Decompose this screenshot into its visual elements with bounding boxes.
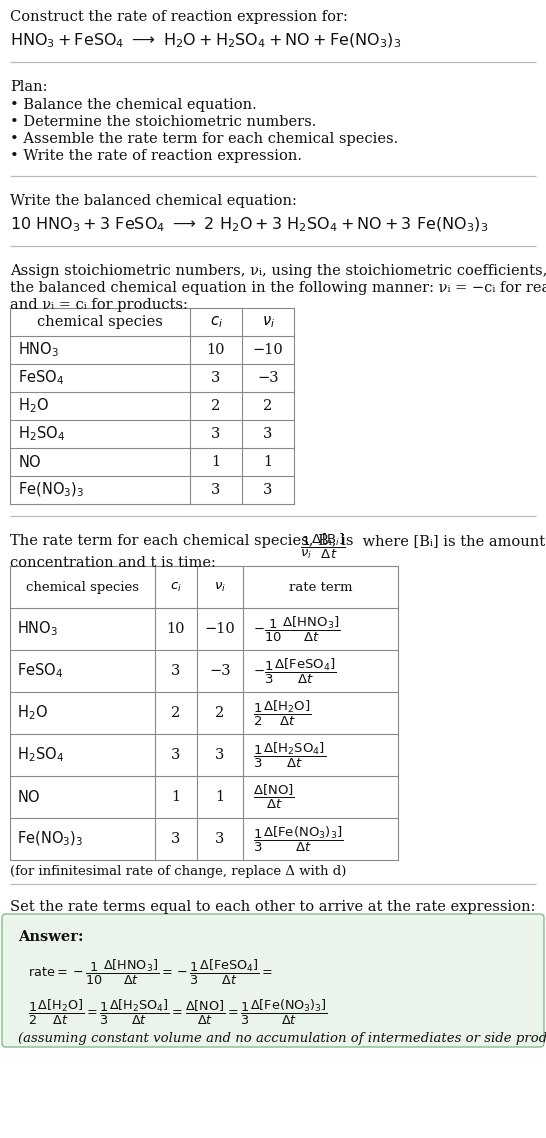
Text: $\mathrm{H_2SO_4}$: $\mathrm{H_2SO_4}$ xyxy=(17,745,64,765)
Text: $\mathrm{HNO_3 + FeSO_4\ \longrightarrow\ H_2O + H_2SO_4 + NO + Fe(NO_3)_3}$: $\mathrm{HNO_3 + FeSO_4\ \longrightarrow… xyxy=(10,32,401,50)
Text: $\dfrac{1}{2}\dfrac{\Delta[\mathrm{H_2O}]}{\Delta t}$: $\dfrac{1}{2}\dfrac{\Delta[\mathrm{H_2O}… xyxy=(253,699,311,727)
Text: −3: −3 xyxy=(209,663,231,678)
Text: $\mathrm{FeSO_4}$: $\mathrm{FeSO_4}$ xyxy=(17,661,63,681)
Text: • Balance the chemical equation.: • Balance the chemical equation. xyxy=(10,98,257,112)
Text: The rate term for each chemical species, Bᵢ, is: The rate term for each chemical species,… xyxy=(10,534,358,549)
Text: $\mathrm{10\ HNO_3 + 3\ FeSO_4\ \longrightarrow\ 2\ H_2O + 3\ H_2SO_4 + NO + 3\ : $\mathrm{10\ HNO_3 + 3\ FeSO_4\ \longrig… xyxy=(10,216,488,234)
Text: (for infinitesimal rate of change, replace Δ with d): (for infinitesimal rate of change, repla… xyxy=(10,865,346,879)
Text: 2: 2 xyxy=(215,706,224,720)
Text: rate term: rate term xyxy=(289,580,352,594)
Text: (assuming constant volume and no accumulation of intermediates or side products): (assuming constant volume and no accumul… xyxy=(18,1032,546,1045)
Text: chemical species: chemical species xyxy=(26,580,139,594)
Text: $\mathrm{HNO_3}$: $\mathrm{HNO_3}$ xyxy=(17,620,58,638)
Text: $\mathrm{H_2SO_4}$: $\mathrm{H_2SO_4}$ xyxy=(18,424,65,444)
Text: 3: 3 xyxy=(211,371,221,385)
Text: 1: 1 xyxy=(211,455,221,469)
Text: 3: 3 xyxy=(171,748,181,762)
Text: and νᵢ = cᵢ for products:: and νᵢ = cᵢ for products: xyxy=(10,298,188,312)
Text: $\dfrac{\Delta[\mathrm{NO}]}{\Delta t}$: $\dfrac{\Delta[\mathrm{NO}]}{\Delta t}$ xyxy=(253,783,295,811)
Text: $-\dfrac{1}{3}\dfrac{\Delta[\mathrm{FeSO_4}]}{\Delta t}$: $-\dfrac{1}{3}\dfrac{\Delta[\mathrm{FeSO… xyxy=(253,657,336,685)
Text: 1: 1 xyxy=(216,790,224,805)
Text: the balanced chemical equation in the following manner: νᵢ = −cᵢ for reactants: the balanced chemical equation in the fo… xyxy=(10,281,546,295)
Text: 3: 3 xyxy=(215,832,225,846)
Text: • Write the rate of reaction expression.: • Write the rate of reaction expression. xyxy=(10,149,302,163)
Text: Set the rate terms equal to each other to arrive at the rate expression:: Set the rate terms equal to each other t… xyxy=(10,900,536,914)
Text: −10: −10 xyxy=(205,622,235,636)
Text: 3: 3 xyxy=(211,483,221,497)
Text: $\mathrm{NO}$: $\mathrm{NO}$ xyxy=(17,789,41,805)
Text: $\dfrac{1}{3}\dfrac{\Delta[\mathrm{H_2SO_4}]}{\Delta t}$: $\dfrac{1}{3}\dfrac{\Delta[\mathrm{H_2SO… xyxy=(253,741,326,769)
Text: 3: 3 xyxy=(263,483,272,497)
Text: 2: 2 xyxy=(211,399,221,413)
Text: $-\dfrac{1}{10}\dfrac{\Delta[\mathrm{HNO_3}]}{\Delta t}$: $-\dfrac{1}{10}\dfrac{\Delta[\mathrm{HNO… xyxy=(253,615,341,644)
Text: Plan:: Plan: xyxy=(10,80,48,94)
Text: where [Bᵢ] is the amount: where [Bᵢ] is the amount xyxy=(358,534,545,549)
Text: $\mathrm{NO}$: $\mathrm{NO}$ xyxy=(18,454,41,470)
Text: $\nu_i$: $\nu_i$ xyxy=(262,314,275,330)
Text: Answer:: Answer: xyxy=(18,930,84,945)
Text: $\mathrm{rate} = -\dfrac{1}{10}\dfrac{\Delta[\mathrm{HNO_3}]}{\Delta t} = -\dfra: $\mathrm{rate} = -\dfrac{1}{10}\dfrac{\D… xyxy=(28,958,273,987)
Text: −10: −10 xyxy=(253,343,283,357)
Text: 3: 3 xyxy=(171,663,181,678)
Text: chemical species: chemical species xyxy=(37,315,163,329)
Text: Assign stoichiometric numbers, νᵢ, using the stoichiometric coefficients, cᵢ, fr: Assign stoichiometric numbers, νᵢ, using… xyxy=(10,264,546,278)
Text: Write the balanced chemical equation:: Write the balanced chemical equation: xyxy=(10,193,297,208)
Text: $\mathrm{HNO_3}$: $\mathrm{HNO_3}$ xyxy=(18,340,59,360)
FancyBboxPatch shape xyxy=(2,914,544,1047)
Text: $c_i$: $c_i$ xyxy=(210,314,222,330)
Text: $\dfrac{1}{\nu_i}\dfrac{\Delta[\mathrm{B}_i]}{\Delta t}$: $\dfrac{1}{\nu_i}\dfrac{\Delta[\mathrm{B… xyxy=(300,531,346,561)
Text: $\dfrac{1}{2}\dfrac{\Delta[\mathrm{H_2O}]}{\Delta t} = \dfrac{1}{3}\dfrac{\Delta: $\dfrac{1}{2}\dfrac{\Delta[\mathrm{H_2O}… xyxy=(28,998,328,1028)
Text: −3: −3 xyxy=(257,371,279,385)
Text: $\dfrac{1}{3}\dfrac{\Delta[\mathrm{Fe(NO_3)_3}]}{\Delta t}$: $\dfrac{1}{3}\dfrac{\Delta[\mathrm{Fe(NO… xyxy=(253,824,343,854)
Text: $\nu_i$: $\nu_i$ xyxy=(214,580,226,594)
Text: 1: 1 xyxy=(171,790,181,805)
Text: $\mathrm{FeSO_4}$: $\mathrm{FeSO_4}$ xyxy=(18,369,64,387)
Text: $\mathrm{Fe(NO_3)_3}$: $\mathrm{Fe(NO_3)_3}$ xyxy=(17,830,83,848)
Text: concentration and t is time:: concentration and t is time: xyxy=(10,556,216,570)
Text: 3: 3 xyxy=(263,427,272,442)
Text: • Determine the stoichiometric numbers.: • Determine the stoichiometric numbers. xyxy=(10,115,316,129)
Text: 3: 3 xyxy=(215,748,225,762)
Text: 10: 10 xyxy=(167,622,185,636)
Text: $\mathrm{H_2O}$: $\mathrm{H_2O}$ xyxy=(17,703,48,723)
Text: 2: 2 xyxy=(171,706,181,720)
Text: 2: 2 xyxy=(263,399,272,413)
Text: 3: 3 xyxy=(171,832,181,846)
Text: 10: 10 xyxy=(207,343,225,357)
Text: Construct the rate of reaction expression for:: Construct the rate of reaction expressio… xyxy=(10,10,348,24)
Text: $\mathrm{H_2O}$: $\mathrm{H_2O}$ xyxy=(18,397,49,415)
Text: $\mathrm{Fe(NO_3)_3}$: $\mathrm{Fe(NO_3)_3}$ xyxy=(18,480,84,500)
Text: $c_i$: $c_i$ xyxy=(170,580,182,594)
Text: 3: 3 xyxy=(211,427,221,442)
Text: 1: 1 xyxy=(263,455,272,469)
Text: • Assemble the rate term for each chemical species.: • Assemble the rate term for each chemic… xyxy=(10,132,398,146)
